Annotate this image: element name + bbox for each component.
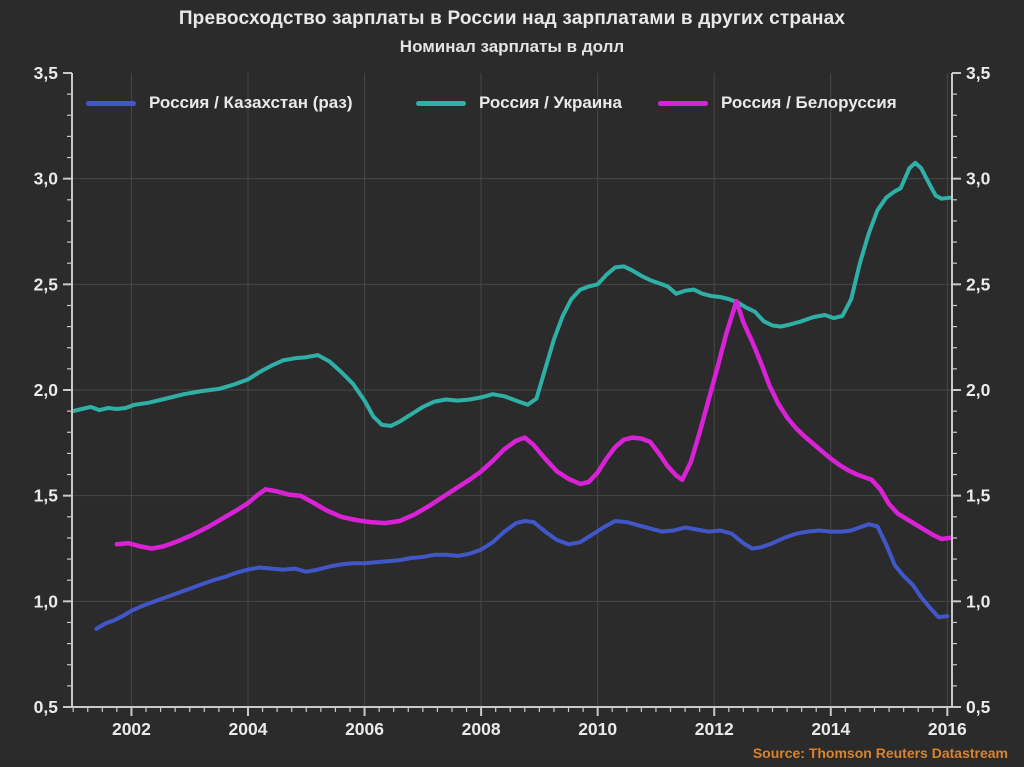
y-axis-label-left: 3,0 [34,169,59,189]
y-axis-label-left: 2,0 [34,380,59,400]
x-axis-label: 2014 [811,719,850,739]
y-axis-label-right: 0,5 [966,697,991,717]
legend-label-belarus: Россия / Белоруссия [721,93,897,112]
y-axis-label-right: 2,5 [966,274,991,294]
source-attribution: Source: Thomson Reuters Datastream [752,745,1008,761]
y-axis-label-right: 3,0 [966,169,991,189]
legend-item-kazakhstan: Россия / Казахстан (раз) [86,92,353,114]
legend-label-kazakhstan: Россия / Казахстан (раз) [149,93,353,112]
y-axis-label-left: 3,5 [34,63,59,83]
series-line-0 [94,519,950,631]
chart-title: Превосходство зарплаты в России над зарп… [178,8,846,29]
y-axis-label-left: 1,0 [34,591,59,611]
y-axis-label-left: 2,5 [34,274,59,294]
y-axis-label-right: 1,5 [966,486,991,506]
chart-subtitle: Номинал зарплаты в долл [399,37,625,56]
ukraine-line-swatch [416,100,466,106]
legend-label-ukraine: Россия / Украина [479,93,622,112]
legend-item-ukraine: Россия / Украина [416,92,622,114]
y-axis-label-left: 0,5 [34,697,59,717]
kazakhstan-line-swatch [86,100,136,106]
y-axis-label-right: 3,5 [966,63,991,83]
x-axis-label: 2006 [345,719,384,739]
y-axis-label-right: 2,0 [966,380,991,400]
legend-item-belarus: Россия / Белоруссия [658,92,897,114]
belarus-line-swatch [658,100,708,106]
series-line-1 [71,160,953,428]
y-axis-label-left: 1,5 [34,486,59,506]
y-axis-label-right: 1,0 [966,591,991,611]
x-axis-label: 2008 [462,719,501,739]
x-axis-label: 2010 [578,719,617,739]
series-line-2 [114,298,953,551]
x-axis-label: 2012 [695,719,734,739]
x-axis-label: 2002 [112,719,151,739]
x-axis-label: 2016 [928,719,967,739]
x-axis-label: 2004 [229,719,268,739]
